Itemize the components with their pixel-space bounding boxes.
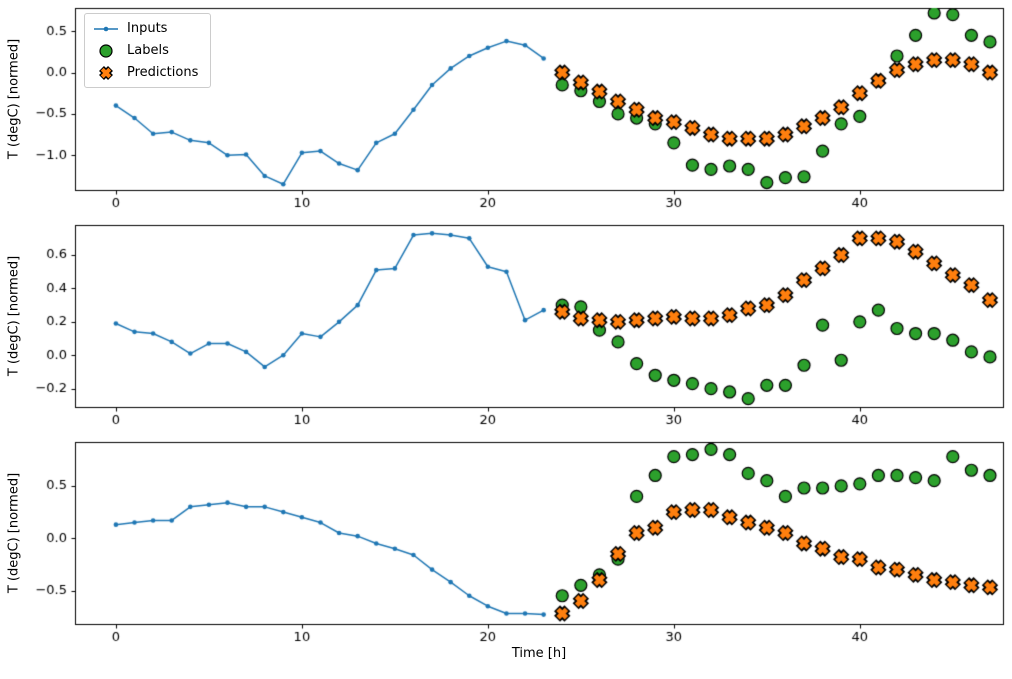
labels-circle-icon — [99, 43, 113, 58]
legend-item-predictions: Predictions — [93, 64, 198, 81]
legend-label-predictions: Predictions — [127, 65, 199, 80]
y-axis-label-subplot-3: T (degC) [normed] — [6, 472, 22, 594]
x-axis-label: Time [h] — [511, 646, 567, 661]
y-axis-label-subplot-1: T (degC) [normed] — [6, 38, 22, 160]
y-axis-label-subplot-2: T (degC) [normed] — [6, 255, 22, 377]
inputs-line-icon — [94, 26, 118, 31]
legend-label-labels: Labels — [127, 43, 169, 58]
legend-label-inputs: Inputs — [127, 21, 168, 36]
legend-item-inputs: Inputs — [93, 20, 198, 37]
predictions-x-icon — [99, 65, 113, 80]
legend-item-labels: Labels — [93, 42, 198, 59]
legend: Inputs Labels Predictions — [84, 13, 212, 88]
